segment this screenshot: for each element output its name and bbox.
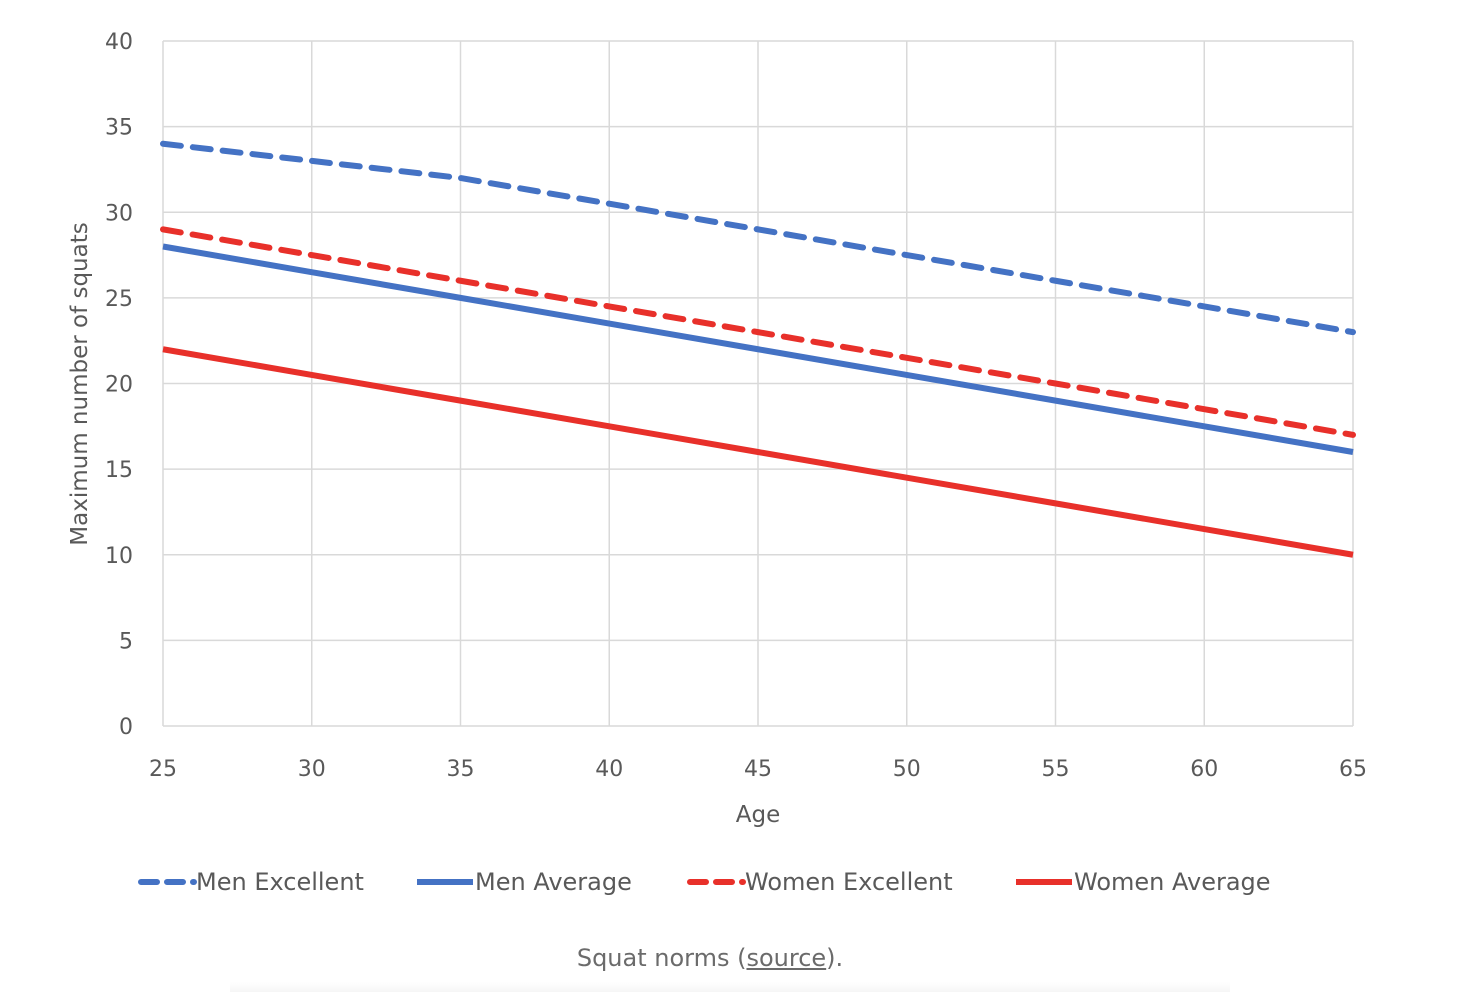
x-axis-title: Age: [736, 802, 780, 828]
legend-label: Men Excellent: [196, 868, 364, 896]
x-tick-label: 40: [595, 757, 623, 782]
legend-item: Women Average: [1016, 868, 1271, 896]
caption-prefix: Squat norms (: [576, 944, 747, 972]
y-tick-label: 0: [119, 715, 133, 740]
source-link[interactable]: source: [746, 944, 827, 972]
gridlines: [162, 40, 1354, 727]
x-axis-ticks: 25 30 35 40 45 50 55 60 65: [149, 757, 1367, 782]
series-line-women-excellent: [160, 226, 1356, 438]
x-tick-label: 35: [447, 757, 475, 782]
y-tick-label: 15: [105, 458, 133, 483]
legend: Men Excellent Men Average Women Excellent W…: [138, 868, 1271, 896]
y-axis-title: Maximum number of squats: [67, 222, 93, 545]
y-tick-label: 10: [105, 544, 133, 569]
y-tick-label: 5: [119, 629, 133, 654]
y-tick-label: 30: [105, 201, 133, 226]
y-tick-label: 40: [105, 30, 133, 55]
legend-label: Men Average: [475, 868, 632, 896]
x-tick-label: 65: [1339, 757, 1367, 782]
series-line-men-excellent: [160, 140, 1356, 336]
x-tick-label: 55: [1042, 757, 1070, 782]
figure-caption: Squat norms (source).: [0, 944, 1420, 972]
x-tick-label: 45: [744, 757, 772, 782]
y-tick-label: 35: [105, 116, 133, 141]
legend-item: Men Average: [417, 868, 632, 896]
caption-shadow: [230, 982, 1230, 992]
series-line-women-average: [162, 346, 1354, 558]
legend-label: Women Average: [1074, 868, 1271, 896]
x-tick-label: 25: [149, 757, 177, 782]
y-tick-label: 25: [105, 287, 133, 312]
legend-label: Women Excellent: [745, 868, 953, 896]
caption-suffix: ).: [826, 944, 844, 972]
legend-item: Women Excellent: [687, 868, 953, 896]
series-lines: [160, 140, 1356, 558]
x-tick-label: 30: [298, 757, 326, 782]
series-line-men-average: [162, 243, 1354, 455]
y-tick-label: 20: [105, 373, 133, 398]
x-tick-label: 50: [893, 757, 921, 782]
y-axis-ticks: 0 5 10 15 20 25 30 35 40: [105, 30, 133, 740]
x-tick-label: 60: [1190, 757, 1218, 782]
legend-item: Men Excellent: [138, 868, 364, 896]
